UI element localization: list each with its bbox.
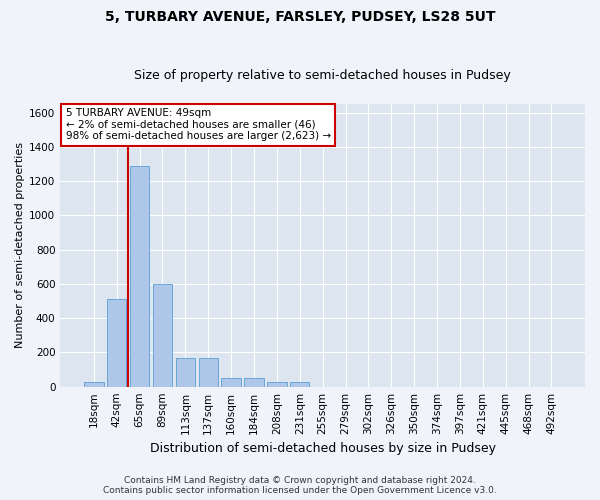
Bar — [290, 382, 310, 386]
Bar — [130, 166, 149, 386]
X-axis label: Distribution of semi-detached houses by size in Pudsey: Distribution of semi-detached houses by … — [149, 442, 496, 455]
Bar — [107, 300, 127, 386]
Bar — [221, 378, 241, 386]
Bar — [84, 382, 104, 386]
Bar — [267, 382, 287, 386]
Text: 5 TURBARY AVENUE: 49sqm
← 2% of semi-detached houses are smaller (46)
98% of sem: 5 TURBARY AVENUE: 49sqm ← 2% of semi-det… — [65, 108, 331, 142]
Text: 5, TURBARY AVENUE, FARSLEY, PUDSEY, LS28 5UT: 5, TURBARY AVENUE, FARSLEY, PUDSEY, LS28… — [105, 10, 495, 24]
Y-axis label: Number of semi-detached properties: Number of semi-detached properties — [15, 142, 25, 348]
Bar — [153, 284, 172, 386]
Bar — [176, 358, 195, 386]
Title: Size of property relative to semi-detached houses in Pudsey: Size of property relative to semi-detach… — [134, 69, 511, 82]
Text: Contains HM Land Registry data © Crown copyright and database right 2024.
Contai: Contains HM Land Registry data © Crown c… — [103, 476, 497, 495]
Bar — [199, 358, 218, 386]
Bar — [244, 378, 264, 386]
